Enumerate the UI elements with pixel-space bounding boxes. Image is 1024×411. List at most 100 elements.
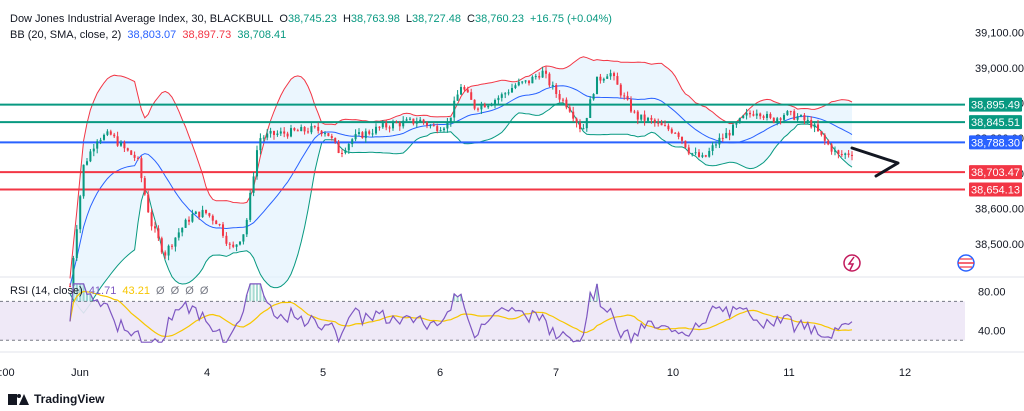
candle-body xyxy=(660,122,663,126)
level-label: 38,788.30 xyxy=(971,137,1020,149)
rsi-empty-3: Ø xyxy=(185,285,194,297)
level-label-bg xyxy=(969,135,1022,150)
candle-body xyxy=(616,76,619,85)
candle-body xyxy=(779,118,782,120)
price-tick-label: 39,000.00 xyxy=(975,63,1024,75)
candle-body xyxy=(208,213,211,216)
candle-body xyxy=(364,131,367,139)
candle-body xyxy=(320,130,323,135)
candle-body xyxy=(544,70,548,74)
candle-body xyxy=(742,115,745,119)
candle-body xyxy=(711,145,714,151)
candle-body xyxy=(313,126,316,128)
candle-body xyxy=(769,113,772,118)
rsi-empty-2: Ø xyxy=(170,285,180,297)
candle-body xyxy=(442,128,446,131)
globe-icon[interactable] xyxy=(957,254,975,272)
time-tick-label: 12 xyxy=(899,367,911,379)
candle-body xyxy=(728,132,731,136)
candle-body xyxy=(99,139,102,142)
level-label: 38,703.47 xyxy=(971,167,1020,179)
price-pane: 39,100.0039,000.0038,900.0038,800.0038,7… xyxy=(0,27,1024,353)
candle-body xyxy=(446,122,449,129)
candle-body xyxy=(374,126,378,134)
candle-body xyxy=(96,141,99,149)
rsi-legend[interactable]: RSI (14, close) 41.71 43.21 Ø Ø Ø Ø xyxy=(10,285,211,297)
candle-body xyxy=(694,152,697,154)
candle-body xyxy=(473,99,476,109)
candle-body xyxy=(633,111,636,113)
bb-upper-value: 38,897.73 xyxy=(182,29,232,41)
candle-body xyxy=(136,157,140,159)
time-tick-label: Jun xyxy=(71,367,89,379)
candle-body xyxy=(561,99,565,101)
level-label-bg xyxy=(969,115,1022,130)
candle-body xyxy=(133,154,136,158)
candle-body xyxy=(398,122,401,127)
candle-body xyxy=(735,122,738,125)
bollinger-legend[interactable]: BB (20, SMA, close, 2) 38,803.07 38,897.… xyxy=(10,29,289,41)
candle-body xyxy=(646,117,650,121)
candle-body xyxy=(354,133,357,140)
candle-body xyxy=(286,133,289,137)
candle-body xyxy=(568,107,571,112)
candle-body xyxy=(303,127,306,132)
candle-body xyxy=(721,137,724,139)
candle-body xyxy=(388,127,391,129)
candle-body xyxy=(317,126,320,131)
candle-body xyxy=(92,148,95,152)
candle-body xyxy=(602,78,605,81)
time-tick-label: 6 xyxy=(437,367,443,379)
candle-body xyxy=(79,196,82,230)
candle-body xyxy=(493,100,497,105)
flash-icon[interactable] xyxy=(843,254,861,272)
candle-body xyxy=(687,147,690,154)
rsi-band-fill xyxy=(0,301,965,341)
candle-body xyxy=(300,127,303,132)
candle-body xyxy=(266,133,269,138)
rsi-ma-value: 43.21 xyxy=(122,285,150,297)
close-value: 38,760.23 xyxy=(475,13,524,25)
high-value: 38,763.98 xyxy=(350,13,400,25)
candle-body xyxy=(789,111,792,113)
candle-body xyxy=(160,238,163,253)
candlesticks xyxy=(68,66,854,289)
symbol-title[interactable]: Dow Jones Industrial Average Index, 30, … xyxy=(10,13,274,25)
candle-body xyxy=(697,152,701,157)
candle-body xyxy=(259,138,262,151)
candle-body xyxy=(225,235,228,244)
candle-body xyxy=(89,151,92,162)
candle-body xyxy=(653,119,656,123)
candle-body xyxy=(153,226,157,229)
candle-body xyxy=(242,234,245,242)
candle-body xyxy=(677,132,680,137)
candle-body xyxy=(504,93,507,95)
candle-body xyxy=(327,133,330,137)
time-tick-label: 11 xyxy=(783,367,794,379)
time-tick-label: :00 xyxy=(0,367,15,379)
candle-body xyxy=(106,131,109,135)
candle-body xyxy=(745,112,748,116)
candle-body xyxy=(116,136,119,146)
tradingview-branding[interactable]: TradingView xyxy=(8,392,104,406)
candle-body xyxy=(531,76,534,84)
candle-body xyxy=(405,119,408,121)
candle-body xyxy=(82,164,85,197)
candle-body xyxy=(595,76,599,95)
candle-body xyxy=(487,105,490,108)
candle-body xyxy=(667,125,670,130)
candle-body xyxy=(626,95,629,100)
candle-body xyxy=(272,130,276,135)
candle-body xyxy=(765,113,769,118)
price-tick-label: 38,600.00 xyxy=(975,204,1024,216)
candle-body xyxy=(68,286,72,288)
candle-body xyxy=(378,126,381,128)
candle-body xyxy=(527,80,531,84)
candle-body xyxy=(371,133,374,135)
candle-body xyxy=(439,130,442,132)
candle-body xyxy=(198,211,201,218)
brand-name: TradingView xyxy=(34,392,105,406)
candle-body xyxy=(218,224,221,226)
candle-body xyxy=(340,152,344,154)
